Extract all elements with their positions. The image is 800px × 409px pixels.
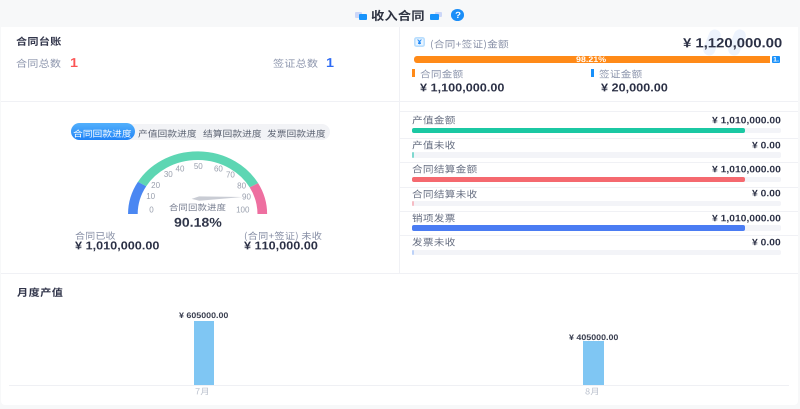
svg-text:40: 40 <box>176 165 185 174</box>
svg-text:90: 90 <box>242 193 251 202</box>
svg-text:60: 60 <box>214 165 223 174</box>
svg-text:50: 50 <box>194 162 203 171</box>
svg-text:100: 100 <box>236 206 250 215</box>
svg-text:70: 70 <box>226 171 235 180</box>
svg-text:80: 80 <box>237 182 246 191</box>
svg-text:0: 0 <box>149 205 154 214</box>
svg-text:30: 30 <box>164 170 173 179</box>
svg-text:10: 10 <box>146 192 155 201</box>
svg-text:20: 20 <box>151 181 160 190</box>
